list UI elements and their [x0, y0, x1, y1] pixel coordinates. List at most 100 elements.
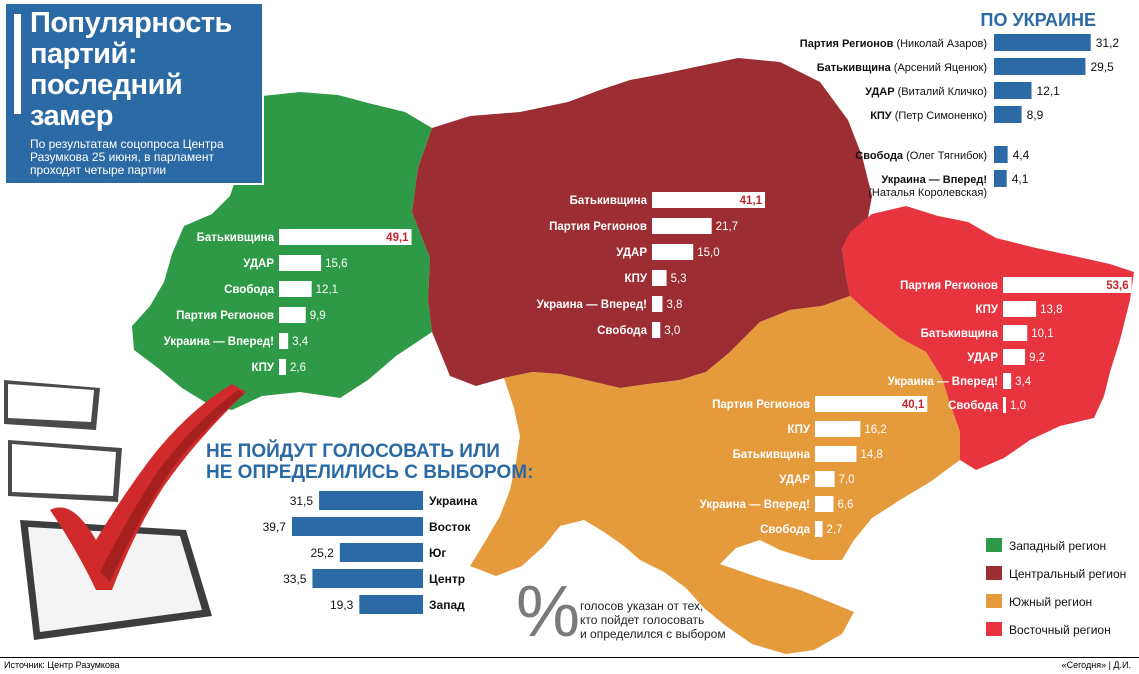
value-label: 9,9	[310, 310, 326, 322]
legend-swatch	[986, 566, 1002, 580]
chart-title: НЕ ПОЙДУТ ГОЛОСОВАТЬ ИЛИ	[206, 440, 500, 462]
chart-title: НЕ ОПРЕДЕЛИЛИСЬ С ВЫБОРОМ:	[206, 462, 533, 483]
category-label: Партия Регионов	[900, 280, 998, 292]
category-label: Украина — Вперед!	[881, 174, 987, 186]
map-region-south	[470, 296, 960, 654]
legend-label: Восточный регион	[1009, 623, 1111, 637]
value-label: 2,7	[827, 524, 843, 536]
bar	[652, 218, 712, 234]
bar	[815, 396, 928, 412]
legend-label: Центральный регион	[1009, 567, 1126, 581]
bar	[652, 296, 663, 312]
title-line: партий:	[30, 38, 138, 70]
bar	[994, 106, 1022, 123]
legend-swatch	[986, 538, 1002, 552]
bar	[1003, 349, 1026, 365]
bar	[994, 170, 1007, 187]
category-label: Партия Регионов	[549, 221, 647, 233]
category-label: Украина — Вперед!	[888, 376, 998, 388]
percent-sign: %	[516, 572, 580, 652]
category-label: Батькивщина (Арсений Яценюк)	[817, 62, 987, 74]
category-label: Свобода	[948, 400, 999, 412]
bar	[291, 517, 423, 536]
bar	[815, 521, 823, 537]
bar	[1003, 397, 1006, 413]
value-label: 31,5	[290, 494, 314, 508]
category-label: КПУ	[625, 273, 648, 285]
bar	[652, 192, 766, 208]
bar	[652, 270, 667, 286]
bar	[815, 496, 834, 512]
category-label: Восток	[429, 520, 472, 534]
value-label: 2,6	[290, 362, 306, 374]
value-label: 12,1	[1037, 84, 1061, 98]
chart-south: Партия Регионов 40,1 КПУ 16,2 Батькивщина 14,…	[700, 396, 928, 537]
value-label: 39,7	[263, 520, 287, 534]
bar	[652, 244, 694, 260]
leader-label: (Наталья Королевская)	[868, 187, 987, 199]
value-label: 3,4	[292, 336, 309, 348]
percent-note-text: голосов указан от тех, кто пойдет голосов…	[580, 599, 726, 641]
bar	[815, 421, 861, 437]
map-region-center	[412, 58, 872, 388]
map-region-east	[842, 206, 1134, 470]
map-region-west	[132, 92, 432, 410]
value-label: 12,1	[316, 284, 338, 296]
page-subtitle: По результатам соцопроса Центра Разумков…	[30, 138, 260, 177]
value-label: 40,1	[902, 399, 925, 411]
bar	[994, 146, 1008, 163]
legend-swatch	[986, 622, 1002, 636]
value-label: 14,8	[860, 449, 882, 461]
bar	[312, 569, 423, 588]
category-label: Партия Регионов	[176, 310, 274, 322]
category-label: Украина — Вперед!	[537, 299, 647, 311]
note-line: кто пойдет голосовать	[580, 613, 704, 627]
bar	[359, 595, 423, 614]
title-line: замер	[30, 100, 113, 132]
percent-note: % голосов указан от тех, кто пойдет голос…	[516, 572, 726, 652]
value-label: 7,0	[839, 474, 855, 486]
category-label: КПУ	[252, 362, 275, 374]
bar	[279, 255, 322, 271]
legend-label: Западный регион	[1009, 539, 1106, 553]
bar	[319, 491, 423, 510]
bar	[1003, 325, 1028, 341]
bar	[279, 333, 289, 349]
value-label: 29,5	[1090, 60, 1114, 74]
category-label: Батькивщина	[570, 195, 648, 207]
bar	[815, 471, 835, 487]
map-legend: Западный регион Центральный регион Южный р…	[986, 538, 1126, 637]
category-label: УДАР (Виталий Кличко)	[865, 86, 987, 98]
bar	[1003, 373, 1012, 389]
bar	[279, 229, 412, 245]
subtitle-line: По результатам соцопроса Центра	[30, 137, 224, 151]
bar	[994, 82, 1032, 99]
bar	[994, 58, 1086, 75]
value-label: 31,2	[1096, 36, 1120, 50]
source-note: Источник: Центр Разумкова	[4, 660, 120, 670]
chart-east: Партия Регионов 53,6 КПУ 13,8 Батькивщина 10,…	[888, 277, 1132, 413]
category-label: Партия Регионов (Николай Азаров)	[800, 38, 987, 50]
value-label: 4,4	[1013, 148, 1030, 162]
category-label: УДАР	[967, 352, 998, 364]
value-label: 53,6	[1106, 280, 1128, 292]
value-label: 25,2	[310, 546, 334, 560]
value-label: 13,8	[1040, 304, 1062, 316]
bar	[279, 281, 312, 297]
subtitle-line: проходят четыре партии	[30, 163, 167, 177]
value-label: 9,2	[1029, 352, 1045, 364]
footer-divider	[0, 657, 1139, 658]
title-accent-bar	[14, 14, 21, 114]
category-label: Свобода (Олег Тягнибок)	[855, 150, 987, 162]
bar	[339, 543, 423, 562]
value-label: 19,3	[330, 598, 354, 612]
category-label: Батькивщина	[197, 232, 275, 244]
title-line: последний	[30, 69, 183, 101]
legend-label: Южный регион	[1009, 595, 1092, 609]
category-label: КПУ	[788, 424, 811, 436]
value-label: 15,6	[325, 258, 347, 270]
value-label: 4,1	[1012, 172, 1029, 186]
chart-center: Батькивщина 41,1 Партия Регионов 21,7 УДАР 15…	[537, 192, 766, 338]
